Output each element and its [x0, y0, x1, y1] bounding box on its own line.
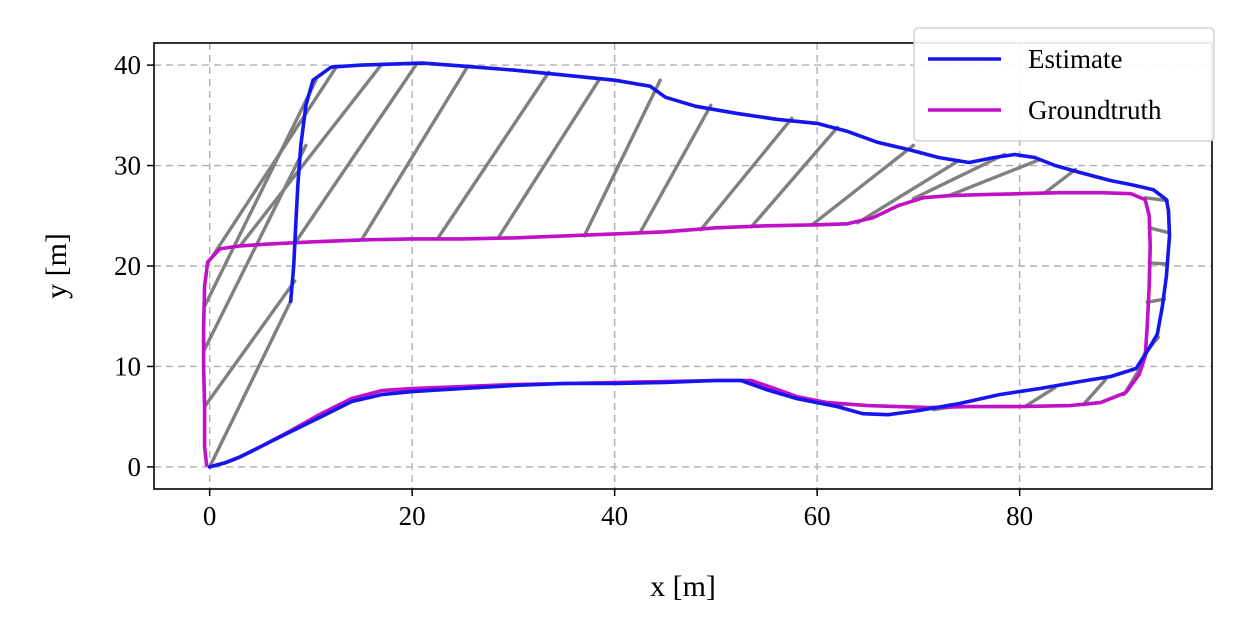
- x-tick-label: 0: [203, 501, 217, 531]
- error-segments: [201, 61, 1172, 469]
- legend-box: [913, 27, 1215, 142]
- series-line-groundtruth: [201, 190, 1152, 469]
- error-segment: [294, 61, 419, 244]
- trajectory-series: [201, 61, 1172, 469]
- error-segment: [1143, 195, 1170, 203]
- legend-label-groundtruth: Groundtruth: [1028, 95, 1162, 125]
- error-segment: [1147, 261, 1170, 266]
- error-segment: [202, 78, 318, 308]
- error-segment: [207, 299, 293, 469]
- x-tick-label: 20: [399, 501, 426, 531]
- error-segment: [1022, 385, 1057, 409]
- series-line-estimate: [207, 61, 1172, 469]
- error-segment: [810, 143, 916, 227]
- y-axis-label: y [m]: [40, 233, 73, 299]
- x-tick-label: 40: [601, 501, 628, 531]
- x-tick-label: 60: [804, 501, 831, 531]
- error-segment: [855, 158, 961, 225]
- error-segment: [749, 125, 840, 229]
- y-tick-label: 20: [114, 251, 141, 281]
- error-segment: [1147, 226, 1172, 235]
- axis-ticks: 0 20 40 60 80 0 10 20 30 40: [114, 50, 1033, 531]
- error-segment: [1043, 167, 1078, 195]
- error-segment: [202, 279, 297, 409]
- error-segment: [1081, 377, 1108, 407]
- error-segment: [359, 64, 470, 242]
- x-axis-label: x [m]: [650, 570, 716, 603]
- y-tick-label: 0: [128, 452, 142, 482]
- y-tick-label: 10: [114, 351, 141, 381]
- y-tick-label: 30: [114, 151, 141, 181]
- error-segment: [638, 103, 713, 235]
- error-segment: [582, 78, 662, 238]
- error-segment: [947, 157, 1042, 198]
- error-segment: [911, 152, 1007, 201]
- error-segment: [211, 65, 338, 258]
- error-segment: [699, 116, 794, 232]
- error-segment: [435, 70, 551, 241]
- y-tick-label: 40: [114, 50, 141, 80]
- legend: Estimate Groundtruth: [913, 27, 1215, 142]
- error-segment: [496, 77, 602, 240]
- x-tick-label: 80: [1006, 501, 1033, 531]
- legend-label-estimate: Estimate: [1028, 44, 1122, 74]
- error-segment: [201, 143, 308, 354]
- error-segment: [238, 62, 384, 248]
